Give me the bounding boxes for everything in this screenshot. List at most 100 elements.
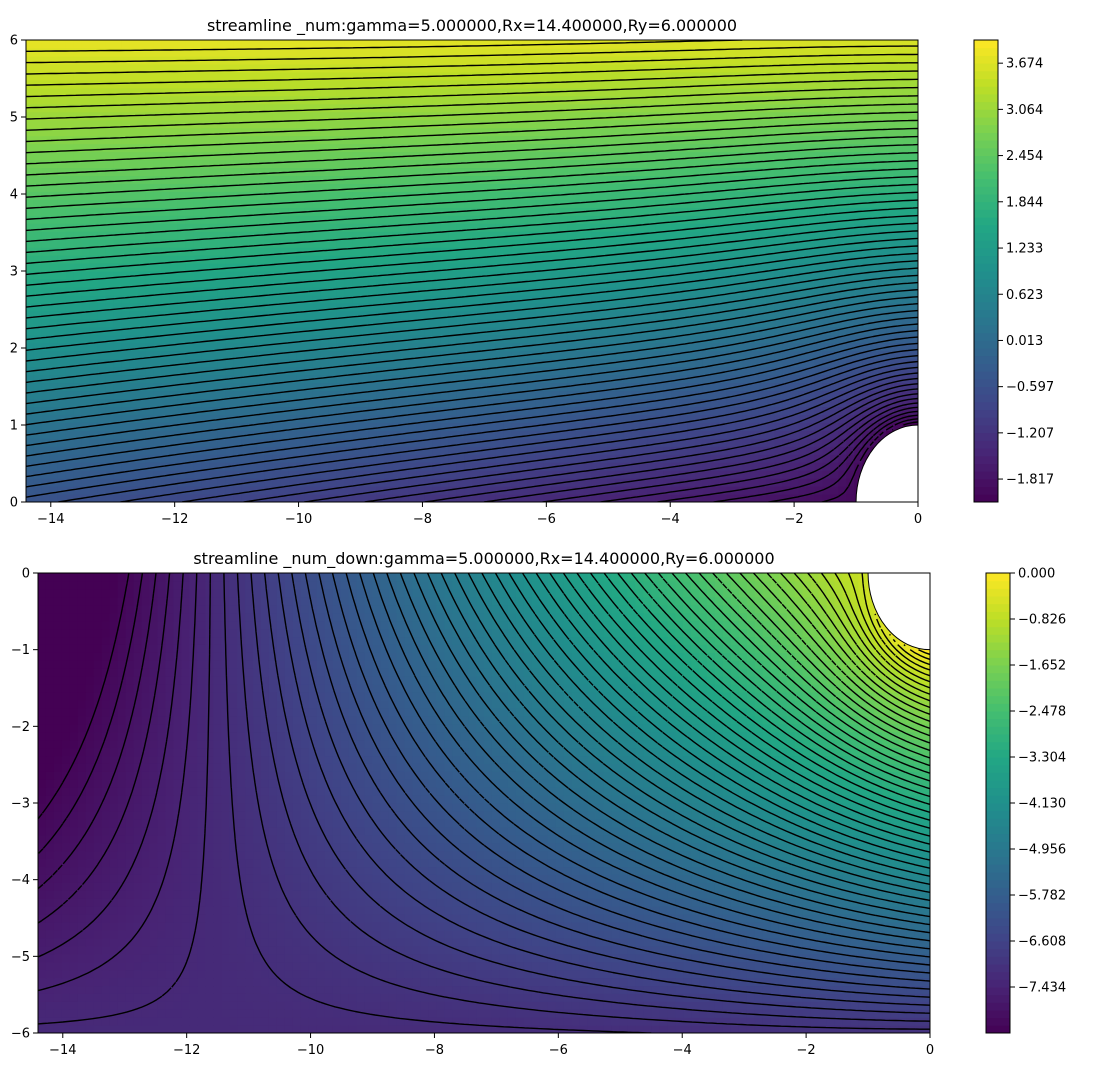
field-cell — [424, 278, 433, 288]
field-cell — [742, 318, 752, 328]
field-cell — [320, 255, 330, 264]
field-cell — [790, 326, 800, 336]
field-cell — [185, 446, 194, 455]
field-cell — [647, 334, 656, 344]
field-cell — [296, 350, 306, 360]
field-cell — [113, 271, 123, 280]
field-cell — [432, 462, 441, 471]
field-cell — [185, 414, 194, 423]
field-cell — [806, 310, 816, 320]
field-cell — [655, 374, 664, 384]
field-cell — [758, 470, 768, 479]
field-cell — [854, 255, 863, 264]
field-cell — [201, 143, 210, 153]
field-cell — [26, 151, 35, 161]
field-cell — [33, 334, 43, 344]
field-cell — [464, 438, 473, 447]
field-cell — [416, 462, 425, 471]
field-cell — [599, 366, 608, 376]
field-cell — [177, 470, 186, 479]
field-cell — [472, 406, 481, 415]
field-cell — [185, 199, 194, 208]
field-cell — [742, 358, 752, 368]
field-cell — [663, 430, 672, 439]
field-cell — [344, 430, 354, 439]
field-cell — [734, 406, 744, 415]
field-cell — [902, 374, 911, 384]
field-cell — [280, 438, 290, 447]
field-cell — [57, 494, 67, 502]
field-cell — [432, 406, 441, 415]
field-cell — [384, 470, 393, 479]
field-cell — [217, 191, 226, 200]
field-cell — [33, 271, 43, 280]
field-cell — [344, 223, 354, 232]
field-cell — [655, 326, 664, 336]
field-cell — [567, 175, 577, 184]
field-cell — [249, 446, 258, 455]
field-cell — [185, 223, 194, 232]
field-cell — [870, 247, 879, 256]
field-cell — [695, 438, 704, 447]
field-cell — [424, 263, 433, 272]
field-cell — [798, 406, 808, 415]
field-cell — [129, 215, 139, 224]
field-cell — [495, 382, 505, 392]
field-cell — [495, 358, 505, 368]
field-cell — [225, 326, 234, 336]
field-cell — [464, 494, 473, 502]
field-cell — [615, 486, 624, 495]
field-cell — [695, 390, 704, 400]
field-cell — [655, 446, 664, 455]
field-cell — [320, 462, 330, 471]
field-cell — [766, 326, 776, 336]
field-cell — [26, 342, 35, 352]
field-cell — [551, 422, 561, 431]
field-cell — [26, 390, 35, 400]
field-cell — [798, 414, 808, 423]
field-cell — [41, 302, 51, 312]
field-cell — [527, 255, 537, 264]
field-cell — [217, 286, 226, 296]
field-cell — [535, 406, 545, 415]
field-cell — [742, 454, 752, 463]
field-cell — [766, 422, 776, 431]
field-cell — [543, 255, 553, 264]
field-cell — [790, 207, 800, 216]
field-cell — [830, 382, 839, 392]
field-cell — [479, 271, 489, 280]
field-cell — [201, 302, 210, 312]
field-cell — [304, 478, 314, 487]
field-cell — [750, 199, 760, 208]
field-cell — [129, 159, 139, 169]
field-cell — [376, 175, 385, 184]
field-cell — [718, 422, 728, 431]
field-cell — [217, 239, 226, 248]
field-cell — [472, 199, 481, 208]
field-cell — [249, 366, 258, 376]
field-cell — [639, 334, 648, 344]
field-cell — [57, 318, 67, 328]
field-cell — [886, 406, 895, 415]
field-cell — [679, 414, 688, 423]
field-cell — [352, 151, 362, 161]
field-cell — [249, 358, 258, 368]
field-cell — [591, 318, 601, 328]
field-cell — [591, 406, 601, 415]
field-cell — [456, 446, 465, 455]
field-cell — [814, 151, 824, 161]
field-cell — [806, 446, 816, 455]
field-cell — [854, 151, 863, 161]
field-cell — [89, 454, 99, 463]
field-cell — [487, 310, 497, 320]
field-cell — [225, 278, 234, 288]
field-cell — [862, 342, 871, 352]
field-cell — [408, 167, 417, 177]
field-cell — [567, 422, 577, 431]
field-cell — [201, 470, 210, 479]
field-cell — [838, 422, 847, 431]
field-cell — [153, 271, 162, 280]
field-cell — [543, 143, 553, 153]
field-cell — [750, 239, 760, 248]
field-cell — [41, 143, 51, 153]
